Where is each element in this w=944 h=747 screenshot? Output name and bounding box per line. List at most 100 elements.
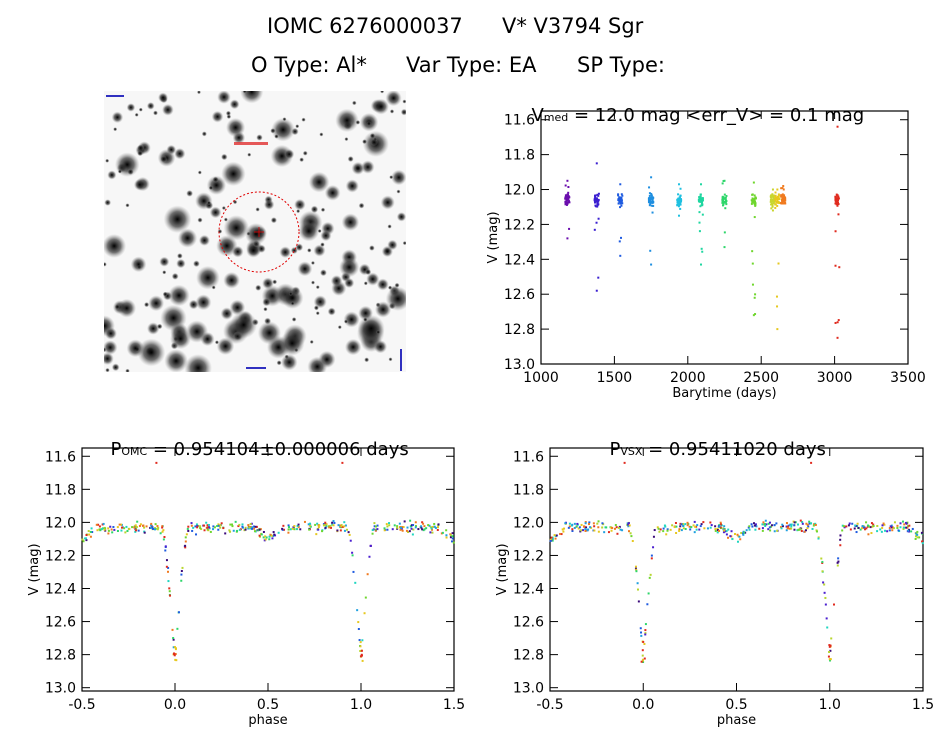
phase-point — [610, 526, 613, 529]
phase-point — [614, 524, 617, 527]
data-point — [566, 193, 569, 196]
data-point — [679, 194, 682, 197]
phase-point — [229, 523, 232, 526]
phase-point — [368, 555, 371, 558]
phase-point — [184, 546, 187, 549]
phase-point — [718, 529, 721, 532]
sky-star — [164, 349, 188, 372]
phase-point — [914, 535, 917, 538]
phase-point — [793, 521, 796, 524]
data-point — [594, 196, 597, 199]
sky-star — [107, 170, 117, 180]
phase-point — [291, 527, 294, 530]
phase-point — [781, 525, 784, 528]
sky-star — [299, 157, 305, 163]
sky-star — [344, 277, 355, 289]
sky-star — [127, 168, 134, 176]
phase-point — [431, 525, 434, 528]
phase-point — [637, 600, 640, 603]
phase-point — [234, 520, 237, 523]
data-point — [769, 195, 772, 198]
data-point — [777, 262, 780, 265]
phase-point — [876, 524, 879, 527]
data-point — [835, 193, 838, 196]
sky-star — [343, 319, 349, 324]
phase-point — [154, 523, 157, 526]
sky-star — [313, 295, 327, 309]
phase-point — [867, 533, 870, 536]
data-point — [782, 200, 785, 203]
phase-point — [709, 521, 712, 524]
phase-point — [333, 521, 336, 524]
data-point — [701, 197, 704, 200]
data-point — [595, 221, 598, 224]
sky-star — [196, 91, 201, 95]
phase-point — [871, 525, 874, 528]
data-point — [593, 197, 596, 200]
phase-point — [751, 525, 754, 528]
data-point — [700, 202, 703, 205]
data-point — [750, 202, 753, 205]
phase-point — [134, 524, 137, 527]
phase-point — [767, 528, 770, 531]
phase-point — [401, 529, 404, 532]
phase-point — [282, 524, 285, 527]
sky-star — [366, 272, 380, 286]
phase-point — [890, 524, 893, 527]
phase-point — [174, 658, 177, 661]
phase-point — [583, 525, 586, 528]
data-point — [698, 211, 701, 214]
data-point — [597, 203, 600, 206]
phase-point — [143, 531, 146, 534]
phase-point — [750, 523, 753, 526]
data-point — [834, 321, 837, 324]
phase-vsx-title-main: P — [609, 439, 621, 460]
phase-point — [734, 533, 737, 536]
phase-point — [865, 527, 868, 530]
phase-point — [876, 530, 879, 533]
data-point — [838, 266, 841, 269]
sky-star — [211, 110, 224, 123]
phase-point — [205, 521, 208, 524]
phase-point — [813, 523, 816, 526]
sky-star — [104, 340, 118, 355]
y-tick-label: 12.8 — [513, 648, 544, 664]
phase-point — [881, 526, 884, 529]
phase-point — [449, 534, 452, 537]
phase-point — [237, 525, 240, 528]
phase-point — [358, 639, 361, 642]
phase-point — [209, 530, 212, 533]
data-point — [595, 289, 598, 292]
phase-point — [674, 521, 677, 524]
phase-point — [281, 527, 284, 530]
phase-point — [428, 524, 431, 527]
phase-point — [371, 532, 374, 535]
phase-point — [806, 527, 809, 530]
phase-point — [247, 524, 250, 527]
phase-point — [822, 581, 825, 584]
phase-point — [761, 527, 764, 530]
phase-point — [584, 521, 587, 524]
phase-point — [886, 530, 889, 533]
phase-point — [575, 525, 578, 528]
phase-point — [135, 525, 138, 528]
phase-point — [642, 660, 645, 663]
data-point — [619, 196, 622, 199]
data-point — [678, 202, 681, 205]
data-point — [771, 193, 774, 196]
sky-star — [291, 317, 297, 322]
data-point — [780, 202, 783, 205]
phase-point — [107, 532, 110, 535]
phase-point — [212, 528, 215, 531]
sky-star — [188, 299, 199, 310]
data-point — [566, 179, 569, 182]
data-point — [650, 192, 653, 195]
sky-star — [206, 175, 227, 195]
sky-star — [341, 213, 360, 231]
phase-point — [388, 524, 391, 527]
phase-point — [584, 529, 587, 532]
sky-star — [158, 92, 169, 103]
sky-star — [310, 205, 319, 214]
sky-star — [229, 299, 246, 316]
phase-point — [901, 520, 904, 523]
